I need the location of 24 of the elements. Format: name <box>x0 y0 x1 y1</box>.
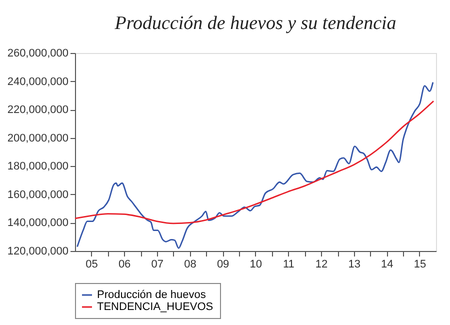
x-tick-label: 15 <box>414 258 426 270</box>
y-tick-label: 140,000,000 <box>7 217 68 230</box>
y-tick-label: 220,000,000 <box>7 104 68 116</box>
x-tick-label: 10 <box>250 258 262 270</box>
line-series <box>76 82 434 249</box>
y-tick-label: 180,000,000 <box>7 160 68 173</box>
x-tick-label: 08 <box>184 258 196 270</box>
x-tick-label: 09 <box>216 258 230 270</box>
x-tick-label: 11 <box>282 258 294 270</box>
x-tick-label: 06 <box>118 258 131 270</box>
x-tick-label: 07 <box>151 258 164 270</box>
y-tick-label: 200,000,000 <box>7 132 68 144</box>
x-tick-label: 05 <box>86 258 98 270</box>
x-tick-label: 13 <box>348 258 360 270</box>
y-tick-label: 240,000,000 <box>7 76 68 88</box>
y-tick-label: 120,000,000 <box>7 246 68 258</box>
y-tick-label: 260,000,000 <box>7 48 68 60</box>
legend-label: TENDENCIA_HUEVOS <box>97 301 214 313</box>
x-tick-label: 14 <box>381 258 394 270</box>
x-tick-label: 12 <box>315 258 328 270</box>
line-series <box>74 100 434 224</box>
y-tick-label: 160,000,000 <box>7 188 68 201</box>
chart-title: Producción de huevos y su tendencia <box>114 13 396 34</box>
legend-label: Producción de huevos <box>97 289 206 301</box>
